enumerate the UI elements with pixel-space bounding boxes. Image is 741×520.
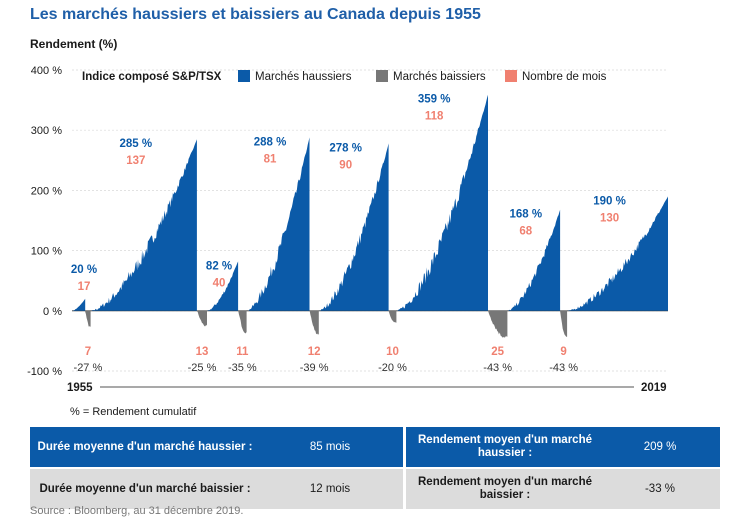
data-labels: 20 % 17 7 -27 % 285 % 137 13 -25 % 82 % 40 11 -35 %… [71, 94, 626, 374]
y-tick-label: 300 % [31, 125, 62, 137]
y-axis-label: Rendement (%) [30, 37, 117, 51]
bear-months-label: 9 [560, 346, 566, 358]
avg-bull-duration-label: Durée moyenne d'un marché haussier : [37, 440, 253, 453]
x-start-label: 1955 [67, 382, 93, 394]
bull-months-label: 90 [339, 159, 352, 171]
y-tick-label: -100 % [27, 366, 62, 378]
legend-title: Indice composé S&P/TSX [82, 71, 222, 83]
market-areas [72, 94, 668, 338]
bull-return-label: 82 % [206, 260, 232, 272]
bull-months-label: 68 [519, 226, 532, 238]
bull-months-label: 40 [213, 277, 226, 289]
y-tick-label: 200 % [31, 185, 62, 197]
source-note: Source : Bloomberg, au 31 décembre 2019. [30, 505, 244, 517]
grid: -100 % 0 % 100 % 200 % 300 % 400 % [27, 65, 668, 378]
bull-months-label: 118 [425, 111, 444, 123]
y-tick-label: 0 % [43, 306, 62, 318]
bull-months-label: 137 [126, 155, 145, 167]
bear-return-label: -43 % [549, 362, 578, 374]
bull-market-area [507, 209, 561, 311]
legend-label: Marchés haussiers [255, 71, 352, 83]
bear-market-area [388, 310, 397, 323]
summary-row-bear: Durée moyenne d'un marché baissier : 12 … [30, 469, 720, 509]
bear-return-label: -25 % [188, 362, 217, 374]
bear-months-label: 13 [196, 346, 209, 358]
bull-market-area [72, 298, 86, 311]
row-separator [403, 427, 406, 467]
bear-return-label: -27 % [74, 362, 103, 374]
bull-market-area [567, 196, 668, 311]
bear-market-area [196, 310, 207, 327]
bull-market-area [396, 94, 488, 311]
chart-title: Les marchés haussiers et baissiers au Ca… [30, 6, 481, 23]
legend-label: Nombre de mois [522, 71, 607, 83]
bear-return-label: -39 % [300, 362, 329, 374]
avg-bull-return-label: Rendement moyen d'un marché haussier : [418, 434, 592, 459]
bull-return-label: 168 % [509, 209, 542, 221]
legend-swatch [505, 70, 517, 82]
y-tick-label: 100 % [31, 246, 62, 258]
legend-label: Marchés baissiers [393, 71, 486, 83]
bear-months-label: 7 [85, 346, 91, 358]
avg-bear-duration-value: 12 mois [309, 482, 351, 495]
bull-months-label: 81 [264, 153, 277, 165]
bull-return-label: 288 % [254, 136, 287, 148]
bear-market-area [560, 310, 568, 337]
avg-bull-duration-value: 85 mois [309, 440, 351, 453]
bull-market-area [90, 139, 197, 311]
bear-market-area [488, 310, 508, 338]
avg-bear-duration-label: Durée moyenne d'un marché baissier : [39, 482, 251, 495]
legend-swatch [376, 70, 388, 82]
bear-months-label: 11 [236, 346, 249, 358]
bull-months-label: 130 [600, 212, 619, 224]
market-chart: -100 % 0 % 100 % 200 % 300 % 400 % 20 % 17 7 -27… [27, 37, 668, 418]
bull-market-area [207, 261, 239, 311]
y-tick-label: 400 % [31, 65, 62, 77]
bear-market-area [309, 309, 319, 335]
bull-return-label: 278 % [329, 142, 362, 154]
bull-return-label: 20 % [71, 264, 97, 276]
bull-market-area [246, 137, 310, 311]
bear-months-label: 12 [308, 346, 321, 358]
bull-return-label: 190 % [593, 195, 626, 207]
summary-table: Durée moyenne d'un marché haussier : 85 … [30, 427, 720, 509]
avg-bear-return-value: -33 % [644, 482, 676, 495]
x-axis: 1955 2019 [67, 382, 667, 394]
avg-bear-return-label: Rendement moyen d'un marché baissier : [418, 476, 592, 501]
bear-market-area [85, 310, 91, 328]
bear-months-label: 25 [491, 346, 504, 358]
bear-return-label: -43 % [483, 362, 512, 374]
footnote: % = Rendement cumulatif [70, 406, 197, 418]
bull-return-label: 285 % [119, 138, 152, 150]
summary-row-bull: Durée moyenne d'un marché haussier : 85 … [30, 427, 720, 467]
legend-swatch [238, 70, 250, 82]
row-separator [403, 469, 406, 509]
bear-return-label: -35 % [228, 362, 257, 374]
bear-months-label: 10 [386, 346, 399, 358]
bear-market-area [238, 310, 247, 334]
bull-market-area [318, 143, 389, 311]
legend: Indice composé S&P/TSX Marchés haussiers M… [82, 70, 607, 83]
bull-return-label: 359 % [418, 94, 451, 106]
bull-months-label: 17 [78, 281, 91, 293]
avg-bull-return-value: 209 % [643, 440, 677, 453]
bear-return-label: -20 % [378, 362, 407, 374]
x-end-label: 2019 [641, 382, 667, 394]
